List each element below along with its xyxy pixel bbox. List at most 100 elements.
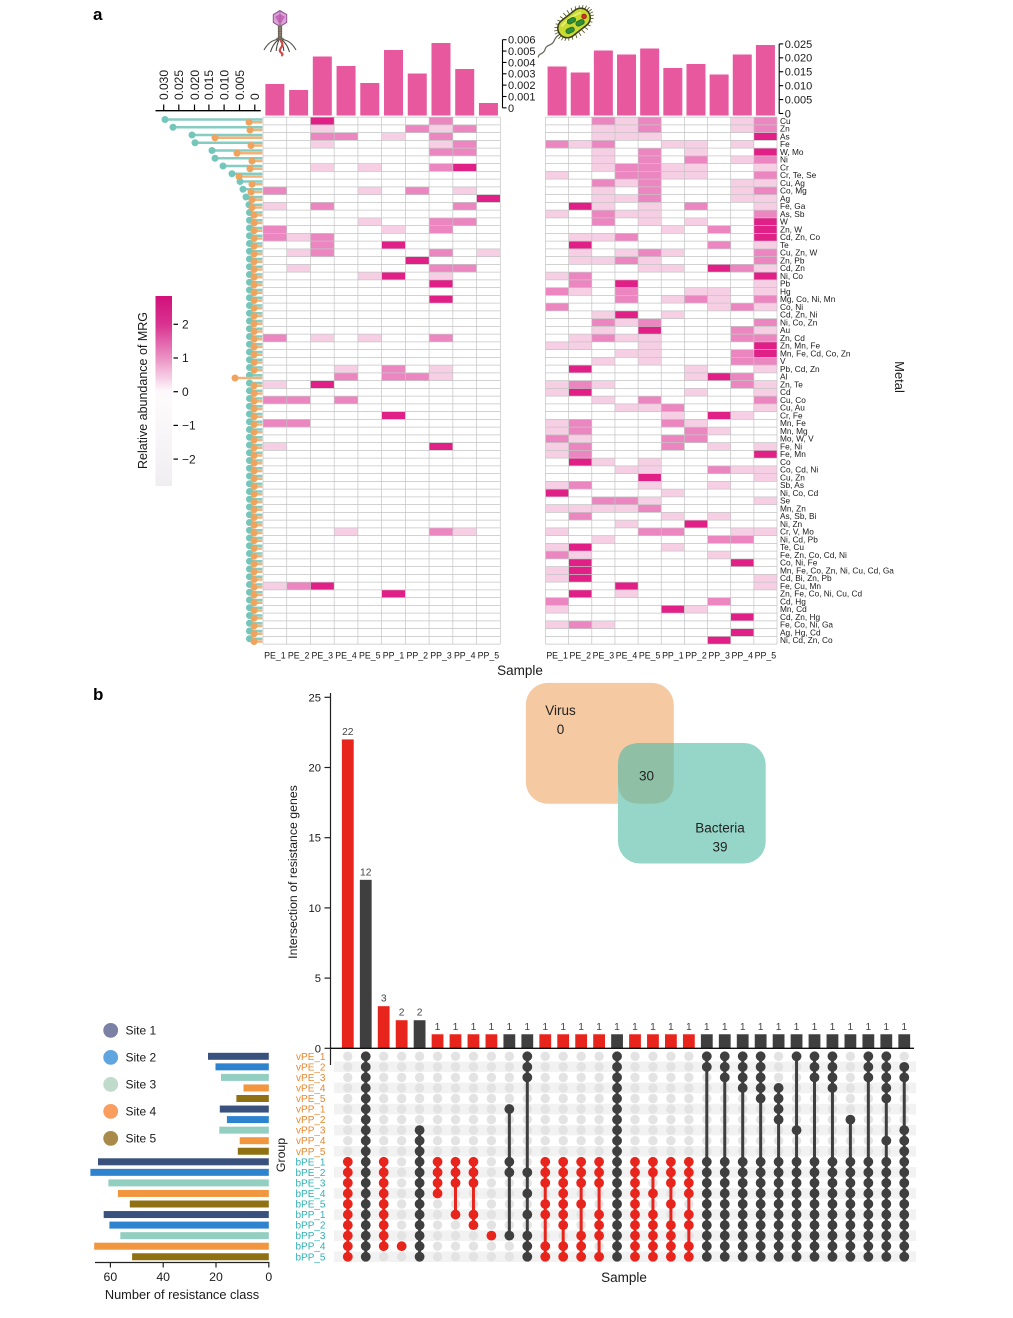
svg-text:Pb: Pb xyxy=(780,279,791,289)
svg-text:1: 1 xyxy=(812,1022,818,1033)
svg-text:−2: −2 xyxy=(182,452,196,466)
svg-text:Co, Mg: Co, Mg xyxy=(780,186,807,196)
svg-text:Cr, Fe: Cr, Fe xyxy=(780,410,803,420)
svg-text:Ag, Hg, Cd: Ag, Hg, Cd xyxy=(780,627,821,637)
svg-text:Te: Te xyxy=(780,240,789,250)
svg-text:Mg, Co, Ni, Mn: Mg, Co, Ni, Mn xyxy=(780,294,836,304)
svg-text:Cd, Zn: Cd, Zn xyxy=(780,263,805,273)
svg-text:1: 1 xyxy=(865,1022,871,1033)
svg-text:1: 1 xyxy=(182,351,189,365)
svg-text:PE_4: PE_4 xyxy=(616,651,638,661)
svg-text:Hg: Hg xyxy=(780,286,791,296)
svg-text:20: 20 xyxy=(309,763,321,775)
svg-text:40: 40 xyxy=(156,1270,170,1284)
svg-text:12: 12 xyxy=(360,867,372,878)
svg-text:0.005: 0.005 xyxy=(785,94,813,106)
svg-text:Relative abundance of MRG: Relative abundance of MRG xyxy=(136,312,150,469)
svg-text:vPE_3: vPE_3 xyxy=(296,1073,326,1084)
svg-text:0: 0 xyxy=(315,1043,321,1055)
svg-text:1: 1 xyxy=(596,1022,602,1033)
svg-text:Mn, Fe, Cd, Co, Zn: Mn, Fe, Cd, Co, Zn xyxy=(780,348,851,358)
svg-text:1: 1 xyxy=(686,1022,692,1033)
svg-text:Zn, Fe, Co, Ni, Cu, Cd: Zn, Fe, Co, Ni, Cu, Cd xyxy=(780,589,862,599)
svg-text:Cd: Cd xyxy=(780,387,791,397)
svg-text:Virus: Virus xyxy=(545,703,576,718)
svg-text:PE_4: PE_4 xyxy=(335,651,357,661)
svg-text:1: 1 xyxy=(506,1022,512,1033)
svg-text:Cd, Hg: Cd, Hg xyxy=(780,596,806,606)
svg-text:1: 1 xyxy=(722,1022,728,1033)
svg-text:22: 22 xyxy=(342,727,354,738)
svg-text:1: 1 xyxy=(453,1022,459,1033)
svg-text:vPP_4: vPP_4 xyxy=(296,1136,326,1147)
svg-text:0.004: 0.004 xyxy=(508,57,536,69)
svg-text:1: 1 xyxy=(542,1022,548,1033)
svg-text:bPP_5: bPP_5 xyxy=(295,1252,325,1263)
svg-text:Zn, Pb: Zn, Pb xyxy=(780,255,805,265)
svg-text:Mn, Fe, Co, Zn, Ni, Cu, Cd, Ga: Mn, Fe, Co, Zn, Ni, Cu, Cd, Ga xyxy=(780,565,894,575)
svg-text:bPE_1: bPE_1 xyxy=(295,1157,325,1168)
svg-text:1: 1 xyxy=(650,1022,656,1033)
svg-text:Ni, Cd, Pb: Ni, Cd, Pb xyxy=(780,534,818,544)
svg-text:bPP_1: bPP_1 xyxy=(295,1210,325,1221)
svg-text:1: 1 xyxy=(794,1022,800,1033)
svg-text:Zn, W: Zn, W xyxy=(780,224,802,234)
svg-text:vPP_5: vPP_5 xyxy=(296,1147,326,1158)
svg-text:Fe, Cu, Mn: Fe, Cu, Mn xyxy=(780,581,821,591)
svg-text:1: 1 xyxy=(758,1022,764,1033)
svg-text:Cr, V, Mo: Cr, V, Mo xyxy=(780,527,814,537)
svg-text:1: 1 xyxy=(704,1022,710,1033)
svg-text:15: 15 xyxy=(309,833,321,845)
svg-text:Co, Ni, Fe: Co, Ni, Fe xyxy=(780,558,818,568)
svg-text:Cr: Cr xyxy=(780,162,789,172)
svg-text:Co: Co xyxy=(780,457,791,467)
svg-text:1: 1 xyxy=(848,1022,854,1033)
svg-text:Sample: Sample xyxy=(497,663,543,678)
svg-text:vPE_4: vPE_4 xyxy=(296,1083,326,1094)
svg-text:1: 1 xyxy=(471,1022,477,1033)
svg-text:Sample: Sample xyxy=(601,1270,647,1285)
svg-text:bPP_3: bPP_3 xyxy=(295,1231,325,1242)
svg-text:vPE_1: vPE_1 xyxy=(296,1052,326,1063)
svg-text:W: W xyxy=(780,217,788,227)
svg-text:As: As xyxy=(780,131,790,141)
svg-text:b: b xyxy=(93,685,103,704)
svg-text:Bacteria: Bacteria xyxy=(695,821,745,836)
svg-text:Site 5: Site 5 xyxy=(126,1132,157,1146)
svg-text:PE_2: PE_2 xyxy=(569,651,591,661)
svg-text:vPE_5: vPE_5 xyxy=(296,1094,326,1105)
svg-text:Cd, Zn, Co: Cd, Zn, Co xyxy=(780,232,821,242)
svg-text:Co, Ni: Co, Ni xyxy=(780,302,803,312)
svg-text:2: 2 xyxy=(182,318,189,332)
svg-text:0.010: 0.010 xyxy=(217,70,231,100)
svg-text:Site 4: Site 4 xyxy=(126,1105,157,1119)
svg-text:0.020: 0.020 xyxy=(188,70,202,100)
svg-text:0.020: 0.020 xyxy=(785,53,813,65)
svg-text:vPP_1: vPP_1 xyxy=(296,1105,326,1116)
svg-text:0.025: 0.025 xyxy=(172,70,186,100)
svg-text:Au: Au xyxy=(780,325,791,335)
svg-text:Ni, Cd, Zn, Co: Ni, Cd, Zn, Co xyxy=(780,635,833,645)
svg-text:2: 2 xyxy=(399,1008,405,1019)
svg-text:Mn, Fe: Mn, Fe xyxy=(780,418,806,428)
svg-text:Group: Group xyxy=(274,1138,288,1172)
svg-text:5: 5 xyxy=(315,973,321,985)
svg-text:vPP_3: vPP_3 xyxy=(296,1126,326,1137)
svg-text:0.010: 0.010 xyxy=(785,81,813,93)
svg-text:bPE_4: bPE_4 xyxy=(295,1189,325,1200)
svg-text:PP_2: PP_2 xyxy=(406,651,428,661)
svg-text:1: 1 xyxy=(883,1022,889,1033)
svg-text:0.030: 0.030 xyxy=(157,70,171,100)
svg-text:Site 2: Site 2 xyxy=(126,1051,157,1065)
svg-text:PE_5: PE_5 xyxy=(639,651,661,661)
svg-text:1: 1 xyxy=(435,1022,441,1033)
svg-text:Number of resistance class: Number of resistance class xyxy=(105,1287,259,1302)
svg-text:bPE_3: bPE_3 xyxy=(295,1178,325,1189)
svg-text:PP_2: PP_2 xyxy=(685,651,707,661)
svg-text:As, Sb: As, Sb xyxy=(780,209,805,219)
svg-text:−1: −1 xyxy=(182,419,196,433)
svg-text:Fe: Fe xyxy=(780,139,790,149)
svg-text:0.001: 0.001 xyxy=(508,91,536,103)
svg-text:Cu, Zn, W: Cu, Zn, W xyxy=(780,248,818,258)
svg-text:PP_1: PP_1 xyxy=(662,651,684,661)
